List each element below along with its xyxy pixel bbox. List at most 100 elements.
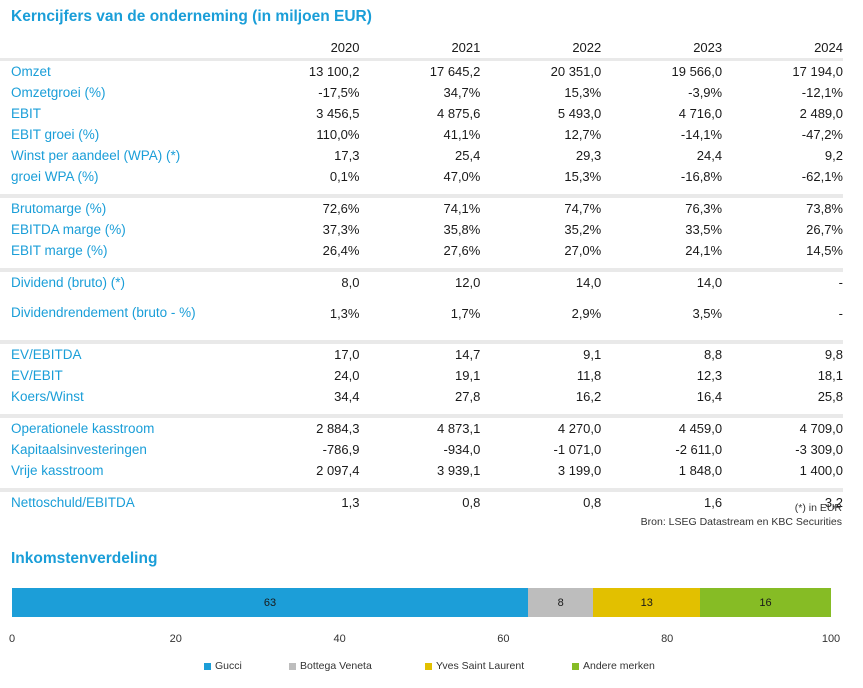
row-separator <box>0 407 843 414</box>
table-row: Operationele kasstroom 2 884,3 4 873,1 4 27… <box>0 418 843 439</box>
row-value: -17,5% <box>318 85 360 100</box>
row-value: 74,7% <box>564 201 602 216</box>
row-value: 110,0% <box>316 127 360 142</box>
row-separator <box>0 340 843 344</box>
row-value: -62,1% <box>801 169 843 184</box>
row-value: 14,5% <box>806 243 843 258</box>
legend-swatch <box>204 662 211 670</box>
bar-segment: 16 <box>699 588 831 617</box>
row-value: 14,0 <box>696 275 723 290</box>
page-title: Kerncijfers van de onderneming (in miljo… <box>11 8 372 25</box>
row-value: 74,1% <box>443 201 481 216</box>
chart-title: Inkomstenverdeling <box>11 550 158 567</box>
row-value: 24,1% <box>685 243 723 258</box>
row-label: Omzetgroei (%) <box>11 85 106 100</box>
row-value: -14,1% <box>680 127 723 142</box>
table-row: EV/EBITDA 17,0 14,7 9,1 8,8 9,8 <box>0 344 843 365</box>
row-value: -786,9 <box>322 442 360 457</box>
x-tick-label: 40 <box>333 633 346 645</box>
legend-item: Yves Saint Laurent <box>425 660 524 672</box>
row-value: 76,3% <box>685 201 723 216</box>
year-header: 2022 <box>572 39 602 55</box>
x-tick-label: 100 <box>821 633 841 645</box>
row-value: 4 716,0 <box>678 106 723 121</box>
row-value: 9,1 <box>583 347 602 362</box>
row-value: 0,8 <box>583 495 602 510</box>
row-value: 2 097,4 <box>316 463 360 478</box>
row-value: 1,3% <box>329 305 360 321</box>
row-separator <box>0 333 843 340</box>
row-value: 33,5% <box>685 222 723 237</box>
table-row: Kapitaalsinvesteringen -786,9 -934,0 -1 071… <box>0 439 843 460</box>
row-label: EBIT marge (%) <box>11 243 108 258</box>
row-value: 5 493,0 <box>557 106 602 121</box>
row-value: 0,8 <box>462 495 481 510</box>
table-row: Winst per aandeel (WPA) (*) 17,3 25,4 29,3 2… <box>0 145 843 166</box>
legend-swatch <box>425 662 432 670</box>
table-body: Omzet 13 100,2 17 645,2 20 351,0 19 566,0 17 … <box>0 58 843 513</box>
table-row: EBIT marge (%) 26,4% 27,6% 27,0% 24,1% 14,5% <box>0 240 843 261</box>
row-value: 1 400,0 <box>799 463 843 478</box>
table-row: Dividendrendement (bruto - %) 1,3% 1,7% 2,9… <box>0 293 843 333</box>
row-value: 27,0% <box>564 243 602 258</box>
row-label: Omzet <box>11 64 51 79</box>
row-label: Nettoschuld/EBITDA <box>11 495 135 510</box>
row-value: 4 873,1 <box>436 421 481 436</box>
row-value: 47,0% <box>443 169 481 184</box>
bar-segment: 13 <box>593 588 700 617</box>
row-separator <box>0 414 843 418</box>
table-row: groei WPA (%) 0,1% 47,0% 15,3% -16,8% -62,1% <box>0 166 843 187</box>
x-tick-label: 0 <box>8 633 16 645</box>
row-value: 17 645,2 <box>429 64 481 79</box>
row-value: 1 848,0 <box>678 463 723 478</box>
row-value: 15,3% <box>564 169 602 184</box>
row-value: -47,2% <box>801 127 843 142</box>
row-separator <box>0 58 843 61</box>
row-separator <box>0 194 843 198</box>
row-value: 24,4 <box>696 148 723 163</box>
table-row: EBIT 3 456,5 4 875,6 5 493,0 4 716,0 2 489,0 <box>0 103 843 124</box>
row-value: -2 611,0 <box>675 442 723 457</box>
row-value: -3,9% <box>688 85 723 100</box>
table-row: EBIT groei (%) 110,0% 41,1% 12,7% -14,1% -47,… <box>0 124 843 145</box>
row-value: 19,1 <box>455 368 481 383</box>
year-header: 2024 <box>814 39 843 55</box>
row-value: 2 489,0 <box>799 106 843 121</box>
row-value: 14,0 <box>575 275 602 290</box>
legend-item: Andere merken <box>572 660 655 672</box>
table-row: Koers/Winst 34,4 27,8 16,2 16,4 25,8 <box>0 386 843 407</box>
legend-item: Bottega Veneta <box>289 660 372 672</box>
legend-label: Bottega Veneta <box>300 660 372 672</box>
row-separator <box>0 268 843 272</box>
row-value: 1,3 <box>341 495 360 510</box>
table-row: Dividend (bruto) (*) 8,0 12,0 14,0 14,0 - <box>0 272 843 293</box>
source-note: Bron: LSEG Datastream en KBC Securities <box>640 516 842 528</box>
row-value: 3,2 <box>824 495 843 510</box>
row-value: 2 884,3 <box>316 421 360 436</box>
row-separator <box>0 481 843 488</box>
row-value: 17 194,0 <box>792 64 843 79</box>
row-label: groei WPA (%) <box>11 169 99 184</box>
row-value: 4 875,6 <box>436 106 481 121</box>
row-value: 35,8% <box>443 222 481 237</box>
row-label: EBIT groei (%) <box>11 127 100 142</box>
row-value: 3 939,1 <box>436 463 481 478</box>
row-value: - <box>838 275 843 290</box>
legend-item: Gucci <box>204 660 242 672</box>
row-label: Operationele kasstroom <box>11 421 155 436</box>
row-value: 25,4 <box>455 148 481 163</box>
row-value: 4 709,0 <box>799 421 843 436</box>
row-value: 73,8% <box>806 201 843 216</box>
row-value: 34,7% <box>443 85 481 100</box>
bar-segment: 63 <box>12 588 528 617</box>
row-value: 8,0 <box>341 275 360 290</box>
row-value: 35,2% <box>564 222 602 237</box>
row-value: 15,3% <box>564 85 602 100</box>
row-separator <box>0 261 843 268</box>
row-value: 37,3% <box>322 222 360 237</box>
legend-swatch <box>572 662 579 670</box>
row-value: 41,1% <box>443 127 481 142</box>
row-separator <box>0 187 843 194</box>
row-value: 34,4 <box>334 389 360 404</box>
row-label: Koers/Winst <box>11 389 84 404</box>
